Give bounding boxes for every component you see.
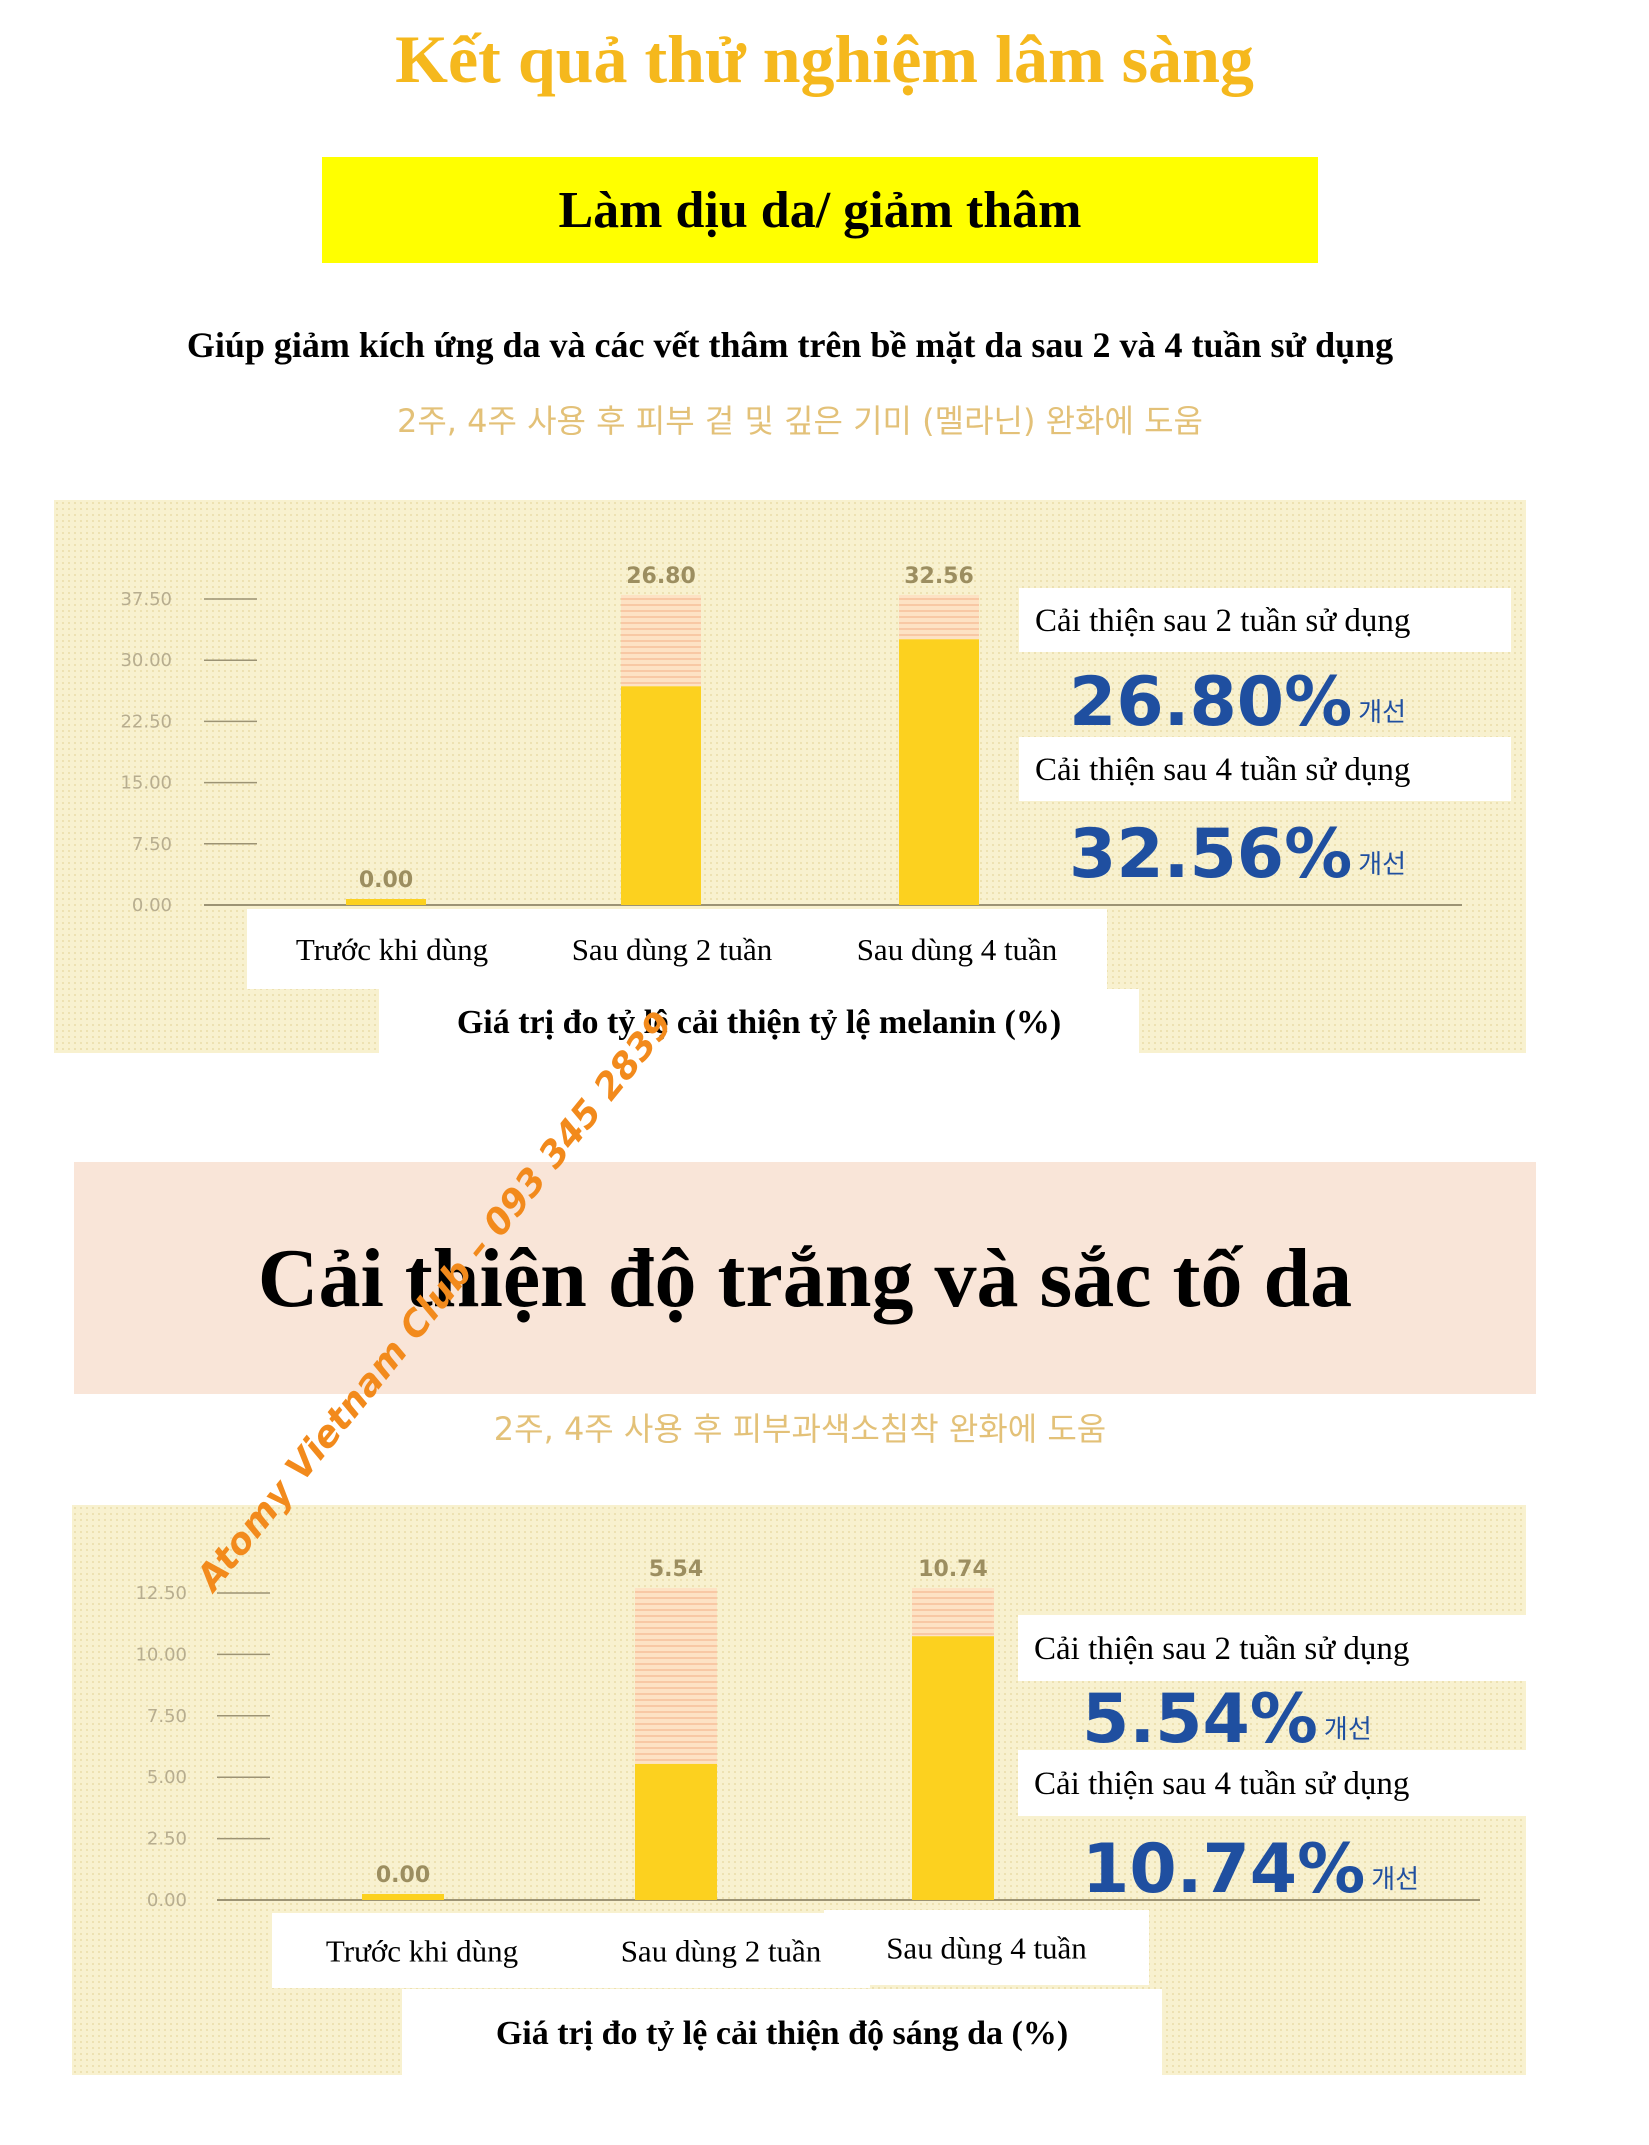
chart1-category-box — [247, 909, 537, 989]
section2-banner: Cải thiện độ trắng và sắc tố da — [74, 1162, 1536, 1394]
section2-subtitle-ko: 2주, 4주 사용 후 피부과색소침착 완화에 도움 — [493, 1410, 1107, 1448]
chart1-callout-box — [1019, 588, 1511, 652]
chart1-category-label: Trước khi dùng — [296, 932, 488, 967]
chart1-bar-value-label: 26.80 — [626, 564, 696, 589]
chart2-ytick-label: 5.00 — [147, 1767, 187, 1788]
chart1-ytick-label: 0.00 — [132, 895, 172, 916]
chart1-panel: 0.00 7.50 15.00 22.50 30.00 37.50 0.00 26.80 32.… — [54, 500, 1526, 1053]
chart2-bar-value-label: 10.74 — [918, 1557, 988, 1582]
chart2-category-box — [572, 1913, 870, 1988]
chart2-bar — [635, 1763, 717, 1900]
chart2-category-label: Trước khi dùng — [326, 1934, 518, 1969]
chart2-bar-value-label: 5.54 — [649, 1557, 703, 1582]
chart2-callout-suffix: 개선 — [1324, 1715, 1372, 1745]
chart1-ytick-label: 15.00 — [120, 773, 172, 794]
chart1-callout-suffix: 개선 — [1358, 698, 1406, 728]
chart2-ytick-label: 7.50 — [147, 1706, 187, 1727]
chart2-bar — [362, 1894, 444, 1900]
section1-banner: Làm dịu da/ giảm thâm — [322, 157, 1318, 263]
chart1-bar — [899, 639, 979, 905]
chart1-category-box — [807, 909, 1107, 989]
chart1-bar — [621, 686, 701, 905]
chart2-callout-box — [1018, 1750, 1526, 1816]
chart2-ytick-label: 0.00 — [147, 1890, 187, 1911]
chart1-svg: 0.00 7.50 15.00 22.50 30.00 37.50 0.00 26.80 32.… — [120, 564, 1511, 1053]
chart2-category-box — [824, 1910, 1149, 1985]
chart2-callout-value: 10.74% — [1082, 1830, 1365, 1909]
chart1-callout-value: 32.56% — [1069, 815, 1352, 894]
chart2-category-box — [272, 1913, 572, 1988]
chart2-bar-value-label: 0.00 — [376, 1863, 430, 1888]
chart1-callout-value: 26.80% — [1069, 663, 1352, 742]
chart2-callout-caption: Cải thiện sau 4 tuần sử dụng — [1034, 1766, 1409, 1802]
chart1-category-label: Sau dùng 2 tuần — [572, 932, 773, 967]
chart1-ytick-label: 7.50 — [132, 834, 172, 855]
section1-subtitle-vn: Giúp giảm kích ứng da và các vết thâm tr… — [186, 325, 1394, 365]
chart2-callout-box — [1018, 1615, 1526, 1681]
chart2-xlabel: Giá trị đo tỷ lệ cải thiện độ sáng da (%… — [496, 2015, 1068, 2052]
section1-subtitle-ko: 2주, 4주 사용 후 피부 겉 및 깊은 기미 (멜라닌) 완화에 도움 — [397, 402, 1203, 440]
chart2-bar — [912, 1636, 994, 1900]
chart1-ytick-label: 37.50 — [120, 589, 172, 610]
chart1-ytick-label: 22.50 — [120, 711, 172, 732]
chart1-ytick-label: 30.00 — [120, 650, 172, 671]
chart1-callout-caption: Cải thiện sau 2 tuần sử dụng — [1035, 603, 1410, 639]
chart2-callout-suffix: 개선 — [1371, 1865, 1419, 1895]
chart2-category-label: Sau dùng 4 tuần — [886, 1931, 1087, 1966]
chart1-xlabel: Giá trị đo tỷ lệ cải thiện tỷ lệ melanin… — [457, 1004, 1061, 1041]
chart1-bar-value-label: 0.00 — [359, 868, 413, 893]
chart1-bar-value-label: 32.56 — [904, 564, 974, 589]
chart2-ytick-label: 10.00 — [135, 1644, 187, 1665]
chart2-svg: 0.00 2.50 5.00 7.50 10.00 12.50 0.00 5.54 10.74 T… — [135, 1557, 1526, 2075]
page-title: Kết quả thử nghiệm lâm sàng — [395, 21, 1254, 97]
chart1-category-label: Sau dùng 4 tuần — [857, 932, 1058, 967]
chart2-category-label: Sau dùng 2 tuần — [621, 1934, 822, 1969]
chart2-ytick-label: 12.50 — [135, 1583, 187, 1604]
chart1-callout-caption: Cải thiện sau 4 tuần sử dụng — [1035, 752, 1410, 788]
chart2-callout-value: 5.54% — [1082, 1680, 1318, 1759]
chart1-category-box — [537, 909, 807, 989]
chart1-callout-box — [1019, 737, 1511, 801]
chart1-bar — [346, 899, 426, 905]
chart1-callout-suffix: 개선 — [1358, 850, 1406, 880]
chart2-panel: 0.00 2.50 5.00 7.50 10.00 12.50 0.00 5.54 10.74 T… — [72, 1505, 1526, 2075]
chart2-callout-caption: Cải thiện sau 2 tuần sử dụng — [1034, 1631, 1409, 1667]
chart1-xlabel-box — [379, 989, 1139, 1053]
chart2-ytick-label: 2.50 — [147, 1829, 187, 1850]
chart2-xlabel-box — [402, 1989, 1162, 2075]
